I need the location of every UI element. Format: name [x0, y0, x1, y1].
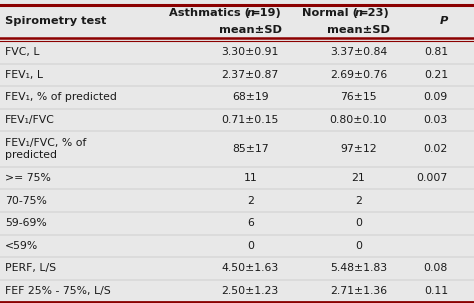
- Text: P: P: [439, 16, 448, 26]
- Text: =23): =23): [359, 8, 390, 18]
- Text: 0.007: 0.007: [417, 173, 448, 183]
- Text: 0: 0: [355, 218, 362, 228]
- Text: 0.08: 0.08: [424, 263, 448, 273]
- Text: 21: 21: [351, 173, 365, 183]
- Text: >= 75%: >= 75%: [5, 173, 51, 183]
- Text: mean±SD: mean±SD: [219, 25, 282, 35]
- Text: 0: 0: [355, 241, 362, 251]
- Text: 70-75%: 70-75%: [5, 196, 46, 206]
- Text: 2: 2: [355, 196, 362, 206]
- Text: Asthmatics (: Asthmatics (: [169, 8, 250, 18]
- Text: 0.81: 0.81: [424, 47, 448, 57]
- Text: 0.09: 0.09: [424, 92, 448, 102]
- Text: 0.02: 0.02: [424, 144, 448, 154]
- Text: n: n: [246, 8, 255, 18]
- Text: 2.50±1.23: 2.50±1.23: [222, 286, 279, 296]
- Text: 2.71±1.36: 2.71±1.36: [330, 286, 387, 296]
- Text: 5.48±1.83: 5.48±1.83: [330, 263, 387, 273]
- Text: n: n: [354, 8, 363, 18]
- Text: 0.03: 0.03: [424, 115, 448, 125]
- Text: 97±12: 97±12: [340, 144, 377, 154]
- Text: FEF 25% - 75%, L/S: FEF 25% - 75%, L/S: [5, 286, 110, 296]
- Text: 2.69±0.76: 2.69±0.76: [330, 70, 387, 80]
- Text: Normal (: Normal (: [302, 8, 358, 18]
- Text: 85±17: 85±17: [232, 144, 269, 154]
- Text: 76±15: 76±15: [340, 92, 377, 102]
- Text: 0.21: 0.21: [424, 70, 448, 80]
- Text: <59%: <59%: [5, 241, 38, 251]
- Text: 2.37±0.87: 2.37±0.87: [222, 70, 279, 80]
- Text: 0.11: 0.11: [424, 286, 448, 296]
- Text: 4.50±1.63: 4.50±1.63: [222, 263, 279, 273]
- Text: Spirometry test: Spirometry test: [5, 16, 106, 26]
- Text: FEV₁/FVC, % of
predicted: FEV₁/FVC, % of predicted: [5, 138, 86, 160]
- Text: 59-69%: 59-69%: [5, 218, 46, 228]
- Text: 6: 6: [247, 218, 254, 228]
- Text: FEV₁/FVC: FEV₁/FVC: [5, 115, 55, 125]
- Text: 11: 11: [243, 173, 257, 183]
- Text: FEV₁, % of predicted: FEV₁, % of predicted: [5, 92, 117, 102]
- Text: 68±19: 68±19: [232, 92, 269, 102]
- Text: 2: 2: [247, 196, 254, 206]
- Text: mean±SD: mean±SD: [327, 25, 390, 35]
- Text: PERF, L/S: PERF, L/S: [5, 263, 56, 273]
- Text: =19): =19): [251, 8, 282, 18]
- Text: 3.30±0.91: 3.30±0.91: [221, 47, 279, 57]
- Text: 0.71±0.15: 0.71±0.15: [221, 115, 279, 125]
- Text: 0: 0: [247, 241, 254, 251]
- Text: 0.80±0.10: 0.80±0.10: [329, 115, 387, 125]
- Text: 3.37±0.84: 3.37±0.84: [330, 47, 387, 57]
- Text: FEV₁, L: FEV₁, L: [5, 70, 43, 80]
- Text: FVC, L: FVC, L: [5, 47, 39, 57]
